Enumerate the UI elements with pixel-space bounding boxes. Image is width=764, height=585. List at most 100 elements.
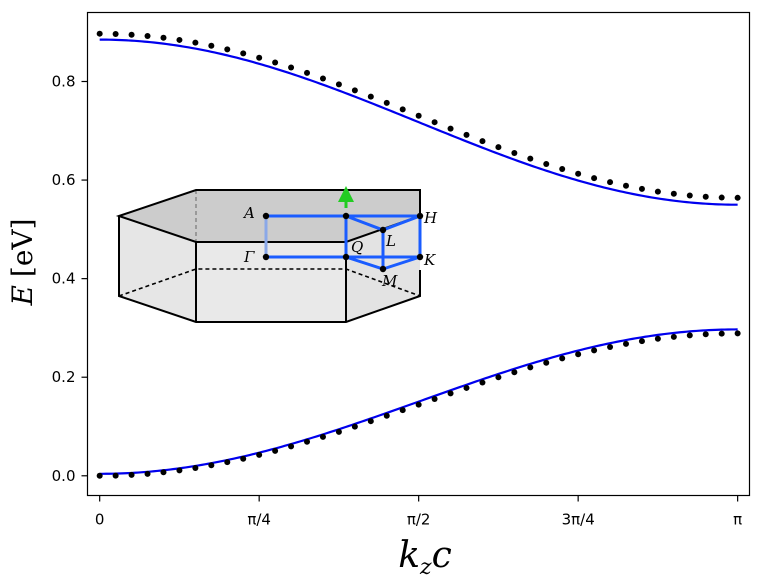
x-axis-label: kzc	[398, 535, 452, 580]
x-tick-label: π/2	[407, 511, 431, 529]
x-tick-label: π	[733, 511, 742, 529]
lower-band-data-point	[495, 374, 502, 381]
lower-band-data-point	[623, 340, 629, 347]
upper-band-fit-line	[99, 38, 738, 206]
lower-band-data-point	[160, 469, 167, 476]
upper-band-data-point	[607, 179, 614, 186]
x-tick-label: π/4	[247, 511, 271, 529]
lower-band-data-point	[670, 333, 677, 340]
lower-band-data-point	[96, 472, 103, 479]
series-layer	[96, 30, 741, 479]
upper-band-data-point	[527, 155, 534, 162]
upper-band-data-point	[144, 32, 151, 39]
bz-left-face	[119, 216, 196, 322]
lower-band-data-point	[686, 332, 693, 339]
upper-band-data-point	[670, 190, 677, 197]
upper-band-data-point	[288, 64, 295, 71]
lower-band-data-point	[208, 462, 215, 469]
lower-band-data-point	[431, 395, 438, 402]
lower-band-data-point	[591, 347, 598, 354]
upper-band-data-point	[591, 175, 598, 182]
upper-band-data-point	[543, 160, 550, 167]
lower-band-data-point	[367, 418, 374, 425]
upper-band-data-point	[479, 138, 486, 145]
y-tick-label: 0.4	[52, 270, 76, 288]
lower-band-data-point	[351, 423, 358, 430]
lower-band-data-point	[527, 364, 534, 371]
label-M: M	[381, 272, 398, 290]
lower-band-data-point	[511, 369, 518, 376]
lower-band-data-point	[144, 470, 151, 477]
upper-band-data-point	[96, 30, 103, 37]
label-Q: Q	[351, 238, 363, 256]
upper-band-data-point	[335, 81, 342, 88]
x-tick-label: 3π/4	[562, 511, 595, 529]
lower-band-data-point	[415, 401, 422, 408]
y-tick-label: 0.8	[52, 73, 76, 91]
label-L: L	[385, 232, 396, 250]
lower-band-data-point	[479, 379, 486, 386]
y-axis-label: E[eV]	[6, 218, 39, 306]
label-Gamma: Γ	[243, 248, 255, 266]
lower-band-data-point	[112, 472, 119, 479]
y-tick-label: 0.6	[52, 171, 76, 189]
lower-band-data-point	[734, 330, 741, 337]
label-K: K	[423, 251, 436, 269]
lower-band-data-point	[559, 355, 566, 362]
upper-band-data-point	[240, 50, 247, 57]
label-A: A	[242, 204, 255, 222]
upper-band-data-point	[176, 36, 183, 43]
upper-band-data-point	[128, 31, 135, 38]
upper-band-data-point	[575, 170, 582, 177]
y-tick-label: 0.2	[52, 368, 76, 386]
bz-bottom-edges	[118, 216, 421, 323]
kz-arrow-icon	[338, 186, 354, 202]
lower-band-data-point	[240, 455, 247, 462]
lower-band-data-point	[288, 443, 295, 450]
axis-ticks: 0 π/4 π/2 3π/4 π 0.0 0.2 0.4 0.6 0.8	[52, 73, 743, 529]
lower-band-data-point	[638, 338, 645, 345]
lower-band-data-point	[304, 438, 311, 445]
upper-band-data-point	[686, 192, 693, 199]
lower-band-data-point	[463, 384, 470, 391]
upper-band-data-point	[495, 144, 502, 151]
lower-band-data-point	[575, 351, 582, 358]
upper-band-data-point	[415, 112, 422, 119]
upper-band-data-point	[654, 188, 661, 195]
upper-band-data-point	[112, 30, 119, 37]
x-tick-label: 0	[95, 511, 105, 529]
lower-band-data-point	[128, 471, 135, 478]
upper-band-data-point	[367, 93, 374, 100]
upper-band-data-point	[160, 34, 167, 41]
lower-band-data-point	[224, 459, 231, 466]
lower-band-data-point	[718, 330, 725, 337]
upper-band-data-point	[463, 131, 470, 138]
lower-band-data-point	[272, 447, 279, 454]
lower-band-data-point	[319, 433, 326, 440]
lower-band-data-point	[399, 407, 406, 414]
bz-hidden-bottom-edges	[118, 268, 421, 297]
upper-band-data-point	[447, 125, 454, 132]
y-tick-label: 0.0	[52, 467, 76, 485]
lower-band-data-point	[654, 335, 661, 342]
upper-band-data-point	[192, 39, 199, 46]
lower-band-data-point	[383, 412, 390, 419]
lower-band-data-point	[543, 359, 550, 366]
bz-front-face	[196, 242, 346, 322]
upper-band-data-point	[559, 166, 566, 173]
upper-band-data-point	[208, 42, 215, 49]
upper-band-data-point	[702, 193, 709, 200]
upper-band-data-point	[734, 194, 741, 201]
upper-band-data-point	[511, 150, 518, 157]
upper-band-data-point	[224, 46, 231, 53]
upper-band-data-point	[383, 99, 390, 106]
upper-band-data-point	[319, 75, 326, 82]
lower-band-data-point	[256, 451, 263, 458]
lower-band-data-point	[447, 390, 454, 397]
upper-band-data-point	[351, 87, 358, 94]
upper-band-data-point	[256, 54, 263, 61]
lower-band-data-point	[192, 465, 199, 472]
upper-band-data-point	[272, 59, 279, 66]
label-H: H	[423, 209, 438, 227]
